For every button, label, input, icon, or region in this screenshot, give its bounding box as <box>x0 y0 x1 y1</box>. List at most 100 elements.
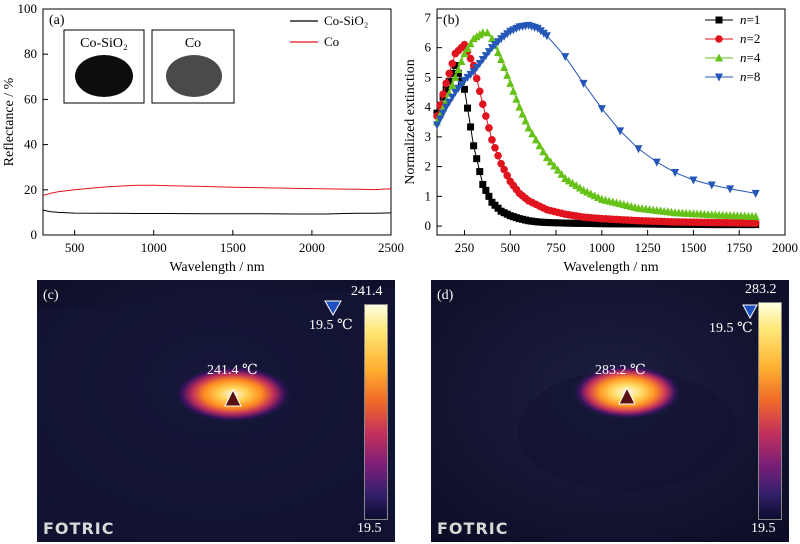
data-point <box>715 53 723 62</box>
max-marker-d <box>618 386 636 405</box>
y-tick-label: 5 <box>425 69 432 84</box>
data-point <box>623 220 631 228</box>
data-point <box>442 79 450 88</box>
data-point <box>472 74 481 83</box>
min-label-d: 19.5 ℃ <box>709 321 753 336</box>
series-line-3 <box>436 24 756 194</box>
data-point <box>460 85 468 93</box>
data-point <box>579 79 588 88</box>
data-point <box>580 219 588 227</box>
data-point <box>726 185 735 194</box>
data-point <box>476 168 484 176</box>
data-point <box>602 220 610 228</box>
data-point <box>518 109 527 118</box>
y-tick-label: 0 <box>425 218 432 233</box>
data-point <box>484 48 493 57</box>
y-tick-label: 20 <box>24 182 37 197</box>
data-point <box>475 87 484 96</box>
data-point <box>506 78 515 87</box>
y-tick-label: 2 <box>425 159 432 174</box>
chart-b-ylabel: Normalized extinction <box>403 59 418 185</box>
data-point <box>433 121 441 130</box>
data-point <box>448 93 457 102</box>
data-point <box>466 54 475 63</box>
data-point <box>715 16 723 24</box>
data-point <box>439 109 448 118</box>
data-point <box>500 62 509 71</box>
data-point <box>609 220 617 228</box>
data-point <box>451 72 460 81</box>
chart-b: (b) 250 500 750 1000 1250 1500 1750 2000 0 1 2 3 4 5 6… <box>403 8 799 275</box>
data-point <box>472 63 481 72</box>
data-point <box>561 53 570 62</box>
y-tick-label: 4 <box>425 99 432 114</box>
data-point <box>487 34 496 43</box>
scale-min-c: 19.5 <box>357 521 382 536</box>
data-point <box>594 220 602 228</box>
data-point <box>454 64 463 73</box>
x-tick-label: 250 <box>455 240 475 255</box>
thermal-image-c: (c) 241.4 ℃ 19.5 ℃ FOTRIC 241.4 19.5 <box>37 280 395 542</box>
data-point <box>605 220 613 228</box>
chart-b-xlabel: Wavelength / nm <box>563 260 658 275</box>
panel-label-c: (c) <box>43 288 59 303</box>
data-point <box>612 220 620 228</box>
data-point <box>543 219 551 227</box>
data-point <box>542 153 551 162</box>
series-line-0 <box>42 209 392 215</box>
chart-b-lines <box>433 21 760 229</box>
chart-b-legend: n=1 n=2 n=4 n=8 <box>705 12 761 84</box>
data-point <box>591 220 599 228</box>
x-tick-label: 1500 <box>220 240 246 255</box>
y-tick-label: 60 <box>24 91 37 106</box>
chart-a-ylabel: Reflectance / % <box>2 77 17 166</box>
data-point <box>546 157 555 166</box>
data-point <box>751 212 760 221</box>
min-marker-d <box>742 304 758 320</box>
data-point <box>488 136 496 144</box>
data-point <box>448 80 457 89</box>
inset-co-label: Co <box>185 36 201 51</box>
legend-text-0: n=1 <box>740 12 760 27</box>
data-point <box>707 181 716 190</box>
data-point <box>553 165 562 174</box>
y-tick-label: 80 <box>24 46 37 61</box>
data-point <box>512 94 521 103</box>
data-point <box>503 70 512 79</box>
data-point <box>436 115 445 124</box>
data-point <box>491 143 499 152</box>
chart-b-ticks: 250 500 750 1000 1250 1500 1750 2000 0 1 2 3 4 5 6 7 <box>425 10 799 255</box>
data-point <box>531 135 540 144</box>
panel-label-a: (a) <box>49 13 65 28</box>
y-tick-label: 40 <box>24 137 37 152</box>
data-point <box>528 129 537 138</box>
data-point <box>482 186 490 194</box>
data-point <box>535 141 544 150</box>
data-point <box>587 220 595 228</box>
y-tick-label: 0 <box>31 227 38 242</box>
data-point <box>515 102 524 111</box>
min-label-c: 19.5 ℃ <box>309 318 353 333</box>
data-point <box>558 219 566 227</box>
legend-text-3: n=8 <box>740 69 760 84</box>
data-point <box>457 80 466 89</box>
x-tick-label: 500 <box>501 240 521 255</box>
data-point <box>554 219 562 227</box>
data-point <box>483 28 492 37</box>
data-point <box>481 52 490 61</box>
y-tick-label: 100 <box>18 1 38 16</box>
data-point <box>445 69 454 78</box>
data-point <box>616 220 624 228</box>
inset-co-sio2-sample <box>75 55 133 97</box>
data-point <box>485 124 493 132</box>
fotric-logo-d: FOTRIC <box>437 519 509 538</box>
y-tick-label: 6 <box>425 40 432 55</box>
data-point <box>616 127 625 136</box>
data-point <box>442 85 450 93</box>
color-scale-bar-d <box>758 302 782 520</box>
min-marker-c <box>324 300 342 317</box>
data-point <box>598 220 606 228</box>
data-point <box>464 104 472 112</box>
data-point <box>569 219 577 227</box>
thermal-image-d: (d) 283.2 ℃ 19.5 ℃ FOTRIC 283.2 19.5 <box>431 280 789 542</box>
